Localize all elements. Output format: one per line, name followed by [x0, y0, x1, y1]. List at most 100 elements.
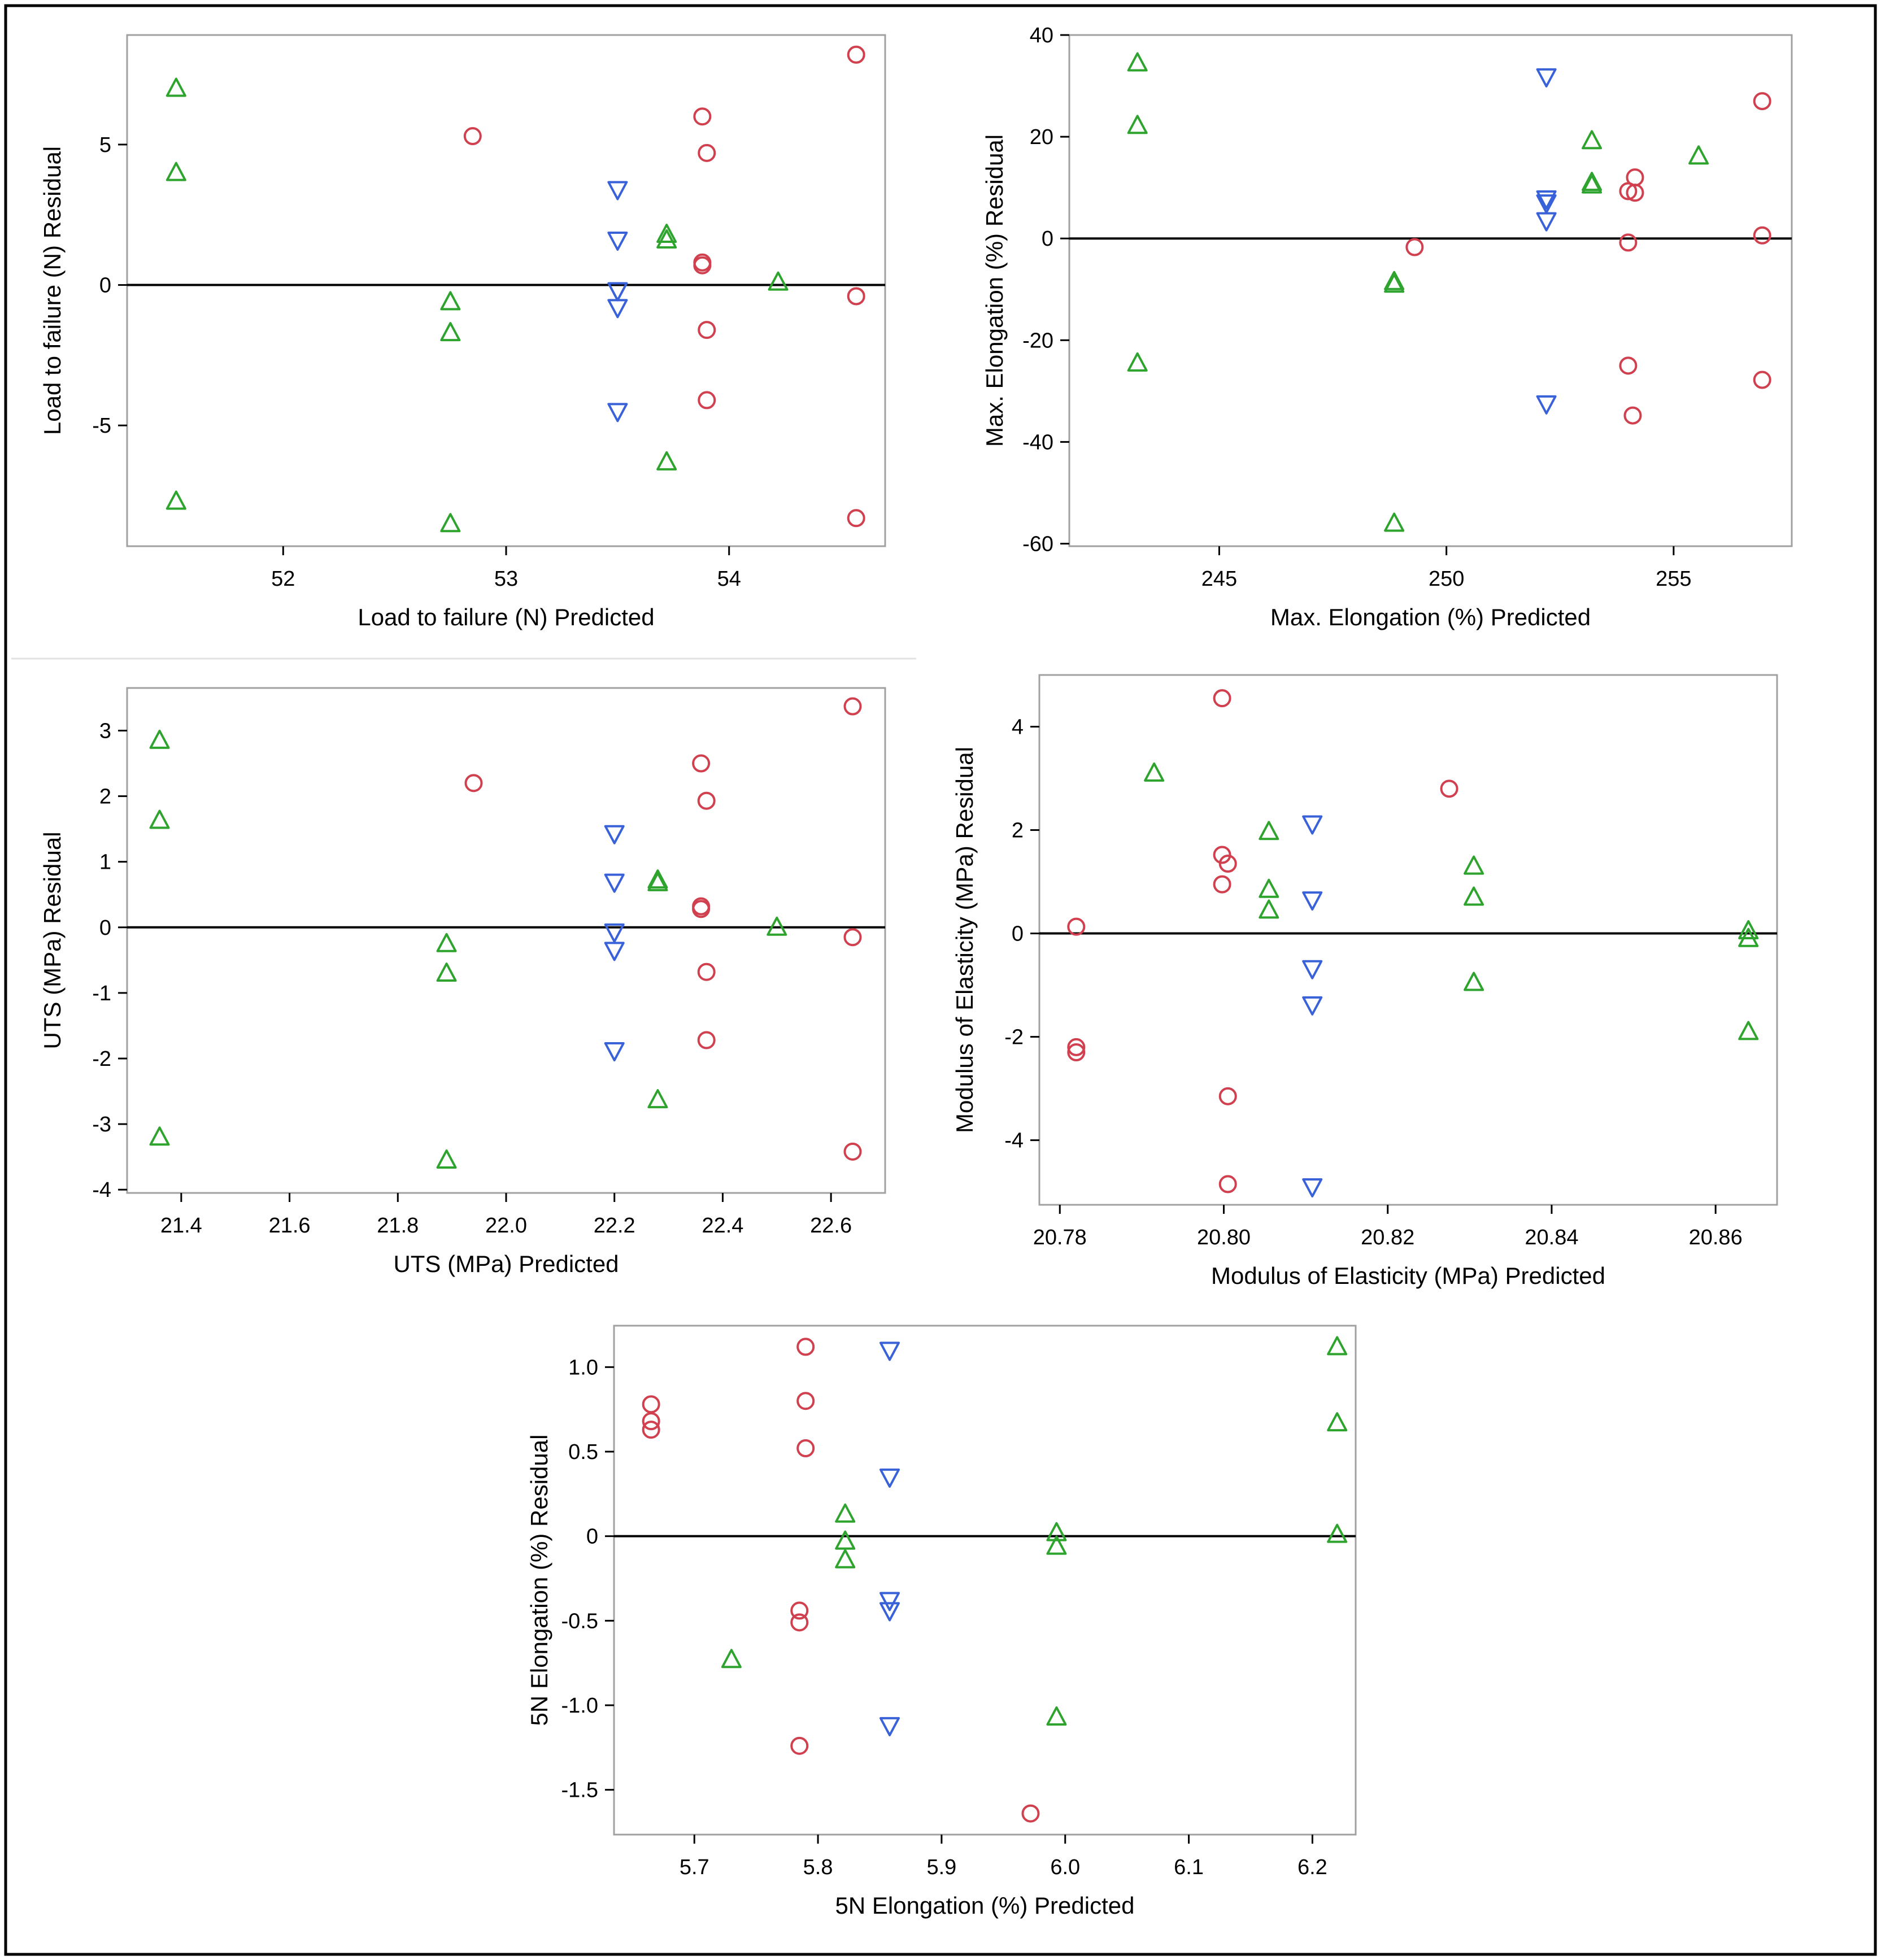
y-axis-title: Modulus of Elasticity (MPa) Residual — [951, 747, 978, 1133]
data-point-circle — [1218, 1175, 1237, 1194]
y-tick-label: 0 — [586, 1525, 598, 1549]
data-point-triangle-down — [1536, 190, 1557, 210]
data-point-circle — [1619, 356, 1638, 375]
y-tick-label: -4 — [1004, 1129, 1024, 1153]
data-point-triangle-down — [1302, 996, 1323, 1016]
data-point-circle — [1623, 406, 1642, 425]
data-point-circle — [843, 697, 862, 716]
x-axis-title: UTS (MPa) Predicted — [393, 1251, 619, 1277]
data-point-triangle-down — [1536, 194, 1557, 214]
y-tick-label: -3 — [92, 1113, 111, 1136]
data-point-triangle-down — [604, 873, 625, 893]
data-point-circle — [796, 1439, 815, 1458]
data-point-circle — [1626, 168, 1644, 187]
data-point-triangle-down — [607, 282, 628, 302]
data-point-triangle-down — [1302, 1178, 1323, 1197]
data-point-triangle-up — [1127, 52, 1148, 72]
x-tick-label: 21.6 — [269, 1214, 311, 1238]
chart-uts: 21.4 21.6 21.8 22.0 22.2 22.4 22.6 3 2 1 0 -1 -2 -3 -4… — [39, 687, 886, 1277]
data-point-triangle-up — [647, 869, 668, 889]
data-point-triangle-up — [1464, 972, 1484, 991]
x-axis-title: 5N Elongation (%) Predicted — [835, 1892, 1135, 1919]
y-tick-label: 1 — [99, 851, 111, 874]
data-point-triangle-down — [879, 1341, 900, 1361]
chart-load: 52 53 54 5 0 -5 Load to failure (N) Predicted L… — [39, 34, 886, 630]
data-point-triangle-up — [1464, 886, 1484, 906]
data-point-circle — [692, 754, 711, 773]
x-tick-label: 5.7 — [680, 1856, 709, 1879]
data-point-circle — [790, 1613, 809, 1632]
data-point-triangle-up — [647, 872, 668, 891]
data-point-triangle-down — [604, 825, 625, 844]
data-point-circle — [1753, 371, 1771, 389]
data-point-triangle-down — [879, 1717, 900, 1736]
data-point-circle — [1021, 1804, 1040, 1823]
data-point-triangle-up — [440, 513, 461, 533]
y-tick-label: -1 — [92, 982, 111, 1005]
data-point-circle — [796, 1392, 815, 1410]
data-point-circle — [642, 1395, 660, 1414]
y-tick-label: -20 — [1022, 329, 1053, 352]
y-tick-label: 4 — [1012, 716, 1024, 739]
x-tick-label: 20.78 — [1033, 1226, 1087, 1249]
y-tick-label: -4 — [92, 1178, 111, 1202]
y-tick-label: 3 — [99, 719, 111, 743]
data-point-triangle-up — [440, 291, 461, 311]
data-point-circle — [1067, 1038, 1086, 1056]
data-point-triangle-up — [149, 809, 170, 829]
data-point-circle — [790, 1601, 809, 1620]
data-point-triangle-down — [607, 403, 628, 423]
data-point-triangle-up — [149, 1126, 170, 1146]
data-point-triangle-up — [1738, 920, 1759, 939]
y-tick-label: -60 — [1022, 532, 1053, 556]
data-point-triangle-up — [835, 1503, 856, 1523]
y-tick-label: -2 — [92, 1047, 111, 1071]
data-point-triangle-up — [1384, 273, 1405, 293]
data-point-triangle-down — [604, 942, 625, 961]
data-point-triangle-down — [1302, 960, 1323, 979]
data-point-triangle-down — [604, 923, 625, 943]
figure-border — [4, 4, 1877, 1956]
y-tick-label: -5 — [92, 414, 111, 438]
data-point-triangle-up — [656, 224, 677, 243]
x-tick-label: 6.0 — [1050, 1856, 1080, 1879]
data-point-triangle-up — [1582, 172, 1603, 191]
x-axis-title: Load to failure (N) Predicted — [358, 604, 654, 630]
data-point-circle — [1067, 1043, 1086, 1062]
data-point-circle — [1405, 238, 1424, 256]
chart-n5: 5.7 5.8 5.9 6.0 6.1 6.2 1.0 0.5 0 -0.5 -1.0 -1.5 5N … — [526, 1325, 1357, 1919]
data-point-triangle-up — [1144, 762, 1165, 782]
data-point-triangle-up — [1738, 1021, 1759, 1040]
data-point-circle — [1213, 875, 1231, 894]
y-tick-label: 1.0 — [568, 1356, 598, 1379]
data-point-circle — [796, 1338, 815, 1356]
data-point-triangle-up — [166, 490, 186, 510]
data-point-triangle-down — [1302, 891, 1323, 911]
data-point-triangle-up — [835, 1530, 856, 1550]
x-tick-label: 20.82 — [1361, 1226, 1414, 1249]
x-tick-label: 21.8 — [377, 1214, 419, 1238]
data-point-circle — [464, 774, 483, 792]
x-axis-title: Max. Elongation (%) Predicted — [1270, 604, 1591, 630]
data-point-triangle-down — [1536, 212, 1557, 232]
data-point-triangle-up — [1384, 271, 1405, 290]
plot-frame — [613, 1325, 1357, 1836]
chart-elong: 245 250 255 40 20 0 -20 -40 -60 Max. Elongation (… — [981, 24, 1793, 630]
data-point-circle — [847, 287, 865, 306]
y-tick-label: -0.5 — [561, 1609, 598, 1633]
data-point-circle — [847, 509, 865, 528]
data-point-circle — [1218, 1087, 1237, 1105]
y-tick-label: -1.0 — [561, 1694, 598, 1718]
data-point-circle — [1753, 226, 1771, 245]
data-point-triangle-up — [1259, 899, 1279, 919]
x-tick-label: 54 — [717, 567, 741, 591]
x-tick-label: 22.2 — [594, 1214, 635, 1238]
data-point-triangle-up — [1327, 1412, 1348, 1432]
data-point-triangle-up — [1046, 1706, 1067, 1726]
chart-modulus: 20.78 20.80 20.82 20.84 20.86 4 2 0 -2 -4 Modulus … — [951, 674, 1778, 1289]
data-point-circle — [1213, 846, 1231, 864]
data-point-circle — [1067, 917, 1086, 936]
y-tick-label: 2 — [99, 785, 111, 809]
data-point-triangle-down — [879, 1602, 900, 1622]
y-tick-label: 0 — [1042, 227, 1053, 251]
